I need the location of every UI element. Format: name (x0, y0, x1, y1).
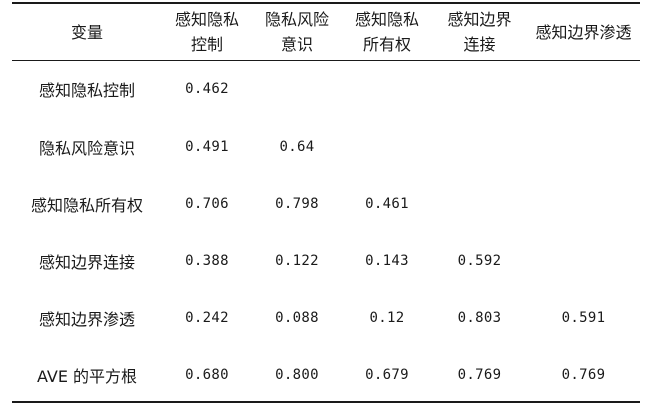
table-cell: 0.491 (185, 138, 229, 155)
header-col-2-line1: 隐私风险 (264, 10, 329, 29)
row-label: AVE 的平方根 (36, 366, 138, 386)
row-label: 感知隐私控制 (38, 81, 135, 100)
table-cell: 0.388 (185, 252, 229, 269)
data-table: 变量 感知隐私 控制 隐私风险 意识 感知隐私 所有权 感知边界 连接 (12, 4, 640, 403)
header-col-3: 感知隐私 所有权 (342, 4, 432, 60)
header-col-1: 感知隐私 控制 (162, 4, 252, 60)
table-cell: 0.592 (457, 252, 502, 269)
header-col-4-line1: 感知边界 (447, 10, 512, 29)
table-row: 感知边界渗透 0.242 0.088 0.12 0.803 0.591 (12, 289, 640, 346)
table-cell (342, 118, 432, 175)
row-label: 隐私风险意识 (38, 138, 135, 158)
table-cell: 0.803 (457, 309, 502, 326)
row-label: 感知隐私所有权 (30, 195, 143, 215)
table-cell (432, 60, 527, 118)
table-row: 感知边界连接 0.388 0.122 0.143 0.592 (12, 232, 640, 289)
table-header-row: 变量 感知隐私 控制 隐私风险 意识 感知隐私 所有权 感知边界 连接 (12, 4, 640, 60)
table-cell: 0.143 (365, 252, 409, 269)
header-col-1-line1: 感知隐私 (174, 10, 239, 29)
table-cell: 0.461 (365, 195, 409, 212)
header-col-2-line2: 意识 (280, 35, 313, 54)
header-variable: 变量 (70, 22, 103, 42)
table-cell: 0.706 (185, 195, 229, 212)
row-label: 感知边界渗透 (38, 309, 135, 329)
table-cell: 0.591 (561, 309, 606, 326)
header-col-5-line1: 感知边界渗透 (535, 22, 632, 42)
table-row: 感知隐私控制 0.462 (12, 60, 640, 118)
table-cell: 0.64 (279, 138, 315, 155)
table-cell (342, 60, 432, 118)
table-cell (527, 118, 640, 175)
table-cell: 0.242 (185, 309, 229, 326)
table-cell (252, 60, 342, 118)
header-col-2: 隐私风险 意识 (252, 4, 342, 60)
table-cell: 0.122 (275, 252, 319, 269)
header-col-1-line2: 控制 (190, 35, 223, 54)
table-cell: 0.680 (185, 366, 229, 383)
correlation-table: 变量 感知隐私 控制 隐私风险 意识 感知隐私 所有权 感知边界 连接 (12, 0, 640, 405)
table-cell: 0.679 (365, 366, 409, 383)
table-top-rule (12, 2, 640, 4)
header-col-4: 感知边界 连接 (432, 4, 527, 60)
table-cell: 0.12 (369, 309, 405, 326)
table-row: AVE 的平方根 0.680 0.800 0.679 0.769 0.769 (12, 346, 640, 403)
table-cell: 0.088 (275, 309, 319, 326)
table-cell: 0.800 (275, 366, 319, 383)
table-header-rule (12, 60, 640, 61)
table-cell: 0.769 (561, 366, 606, 383)
table-row: 隐私风险意识 0.491 0.64 (12, 118, 640, 175)
row-label: 感知边界连接 (38, 252, 135, 272)
header-col-5: 感知边界渗透 (527, 4, 640, 60)
table-cell (432, 118, 527, 175)
table-cell: 0.798 (275, 195, 319, 212)
table-bottom-rule (12, 401, 640, 403)
table-cell (432, 175, 527, 232)
table-cell (527, 60, 640, 118)
table-cell (527, 175, 640, 232)
header-col-4-line2: 连接 (463, 35, 496, 54)
table-cell: 0.462 (185, 81, 229, 97)
header-col-3-line1: 感知隐私 (354, 10, 419, 29)
table-row: 感知隐私所有权 0.706 0.798 0.461 (12, 175, 640, 232)
table-cell (527, 232, 640, 289)
header-col-3-line2: 所有权 (362, 35, 411, 54)
table-cell: 0.769 (457, 366, 502, 383)
